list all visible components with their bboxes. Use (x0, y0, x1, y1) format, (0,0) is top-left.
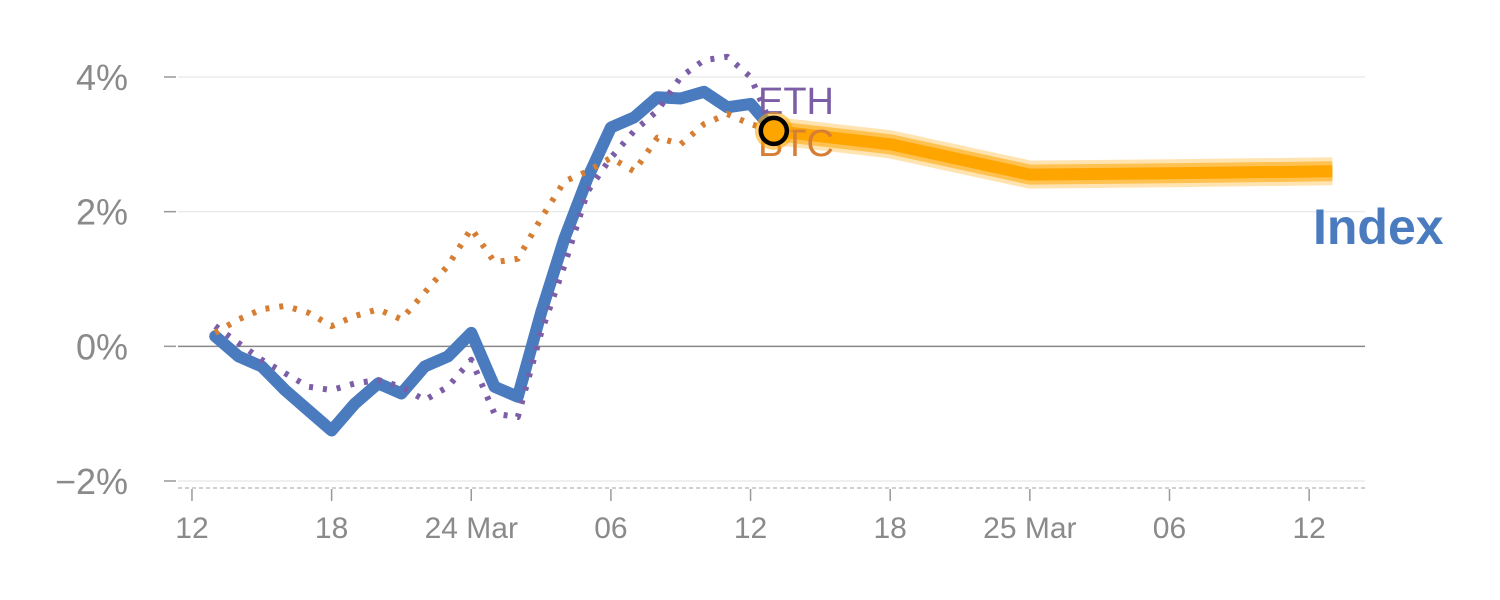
forecast-band-core (773, 124, 1333, 181)
eth-series-line (213, 53, 777, 420)
current-point-marker (758, 115, 790, 147)
x-tick-label: 06 (1153, 512, 1186, 545)
x-tick-label: 12 (1292, 512, 1325, 545)
x-tick-label: 24 Mar (425, 512, 518, 545)
x-tick-label: 06 (594, 512, 627, 545)
btc-series-line (213, 111, 775, 336)
index-series-label: Index (1313, 199, 1444, 255)
marker-layer (754, 111, 793, 150)
grid-layer (178, 76, 1365, 482)
x-tick-label: 12 (175, 512, 208, 545)
x-axis: 12 18 24 Mar 06 12 18 25 Mar 06 12 (175, 487, 1365, 545)
x-tick-label: 12 (734, 512, 767, 545)
y-tick-label: 0% (76, 326, 128, 367)
y-axis: 4% 2% 0% −2% (55, 57, 176, 502)
x-tick-label: 18 (315, 512, 348, 545)
x-tick-label: 25 Mar (983, 512, 1076, 545)
index-series-line (209, 85, 780, 437)
y-tick-label: 2% (76, 192, 128, 233)
y-tick-label: −2% (55, 461, 128, 502)
x-tick-label: 18 (874, 512, 907, 545)
series-layer (209, 53, 1333, 437)
y-tick-label: 4% (76, 57, 128, 98)
